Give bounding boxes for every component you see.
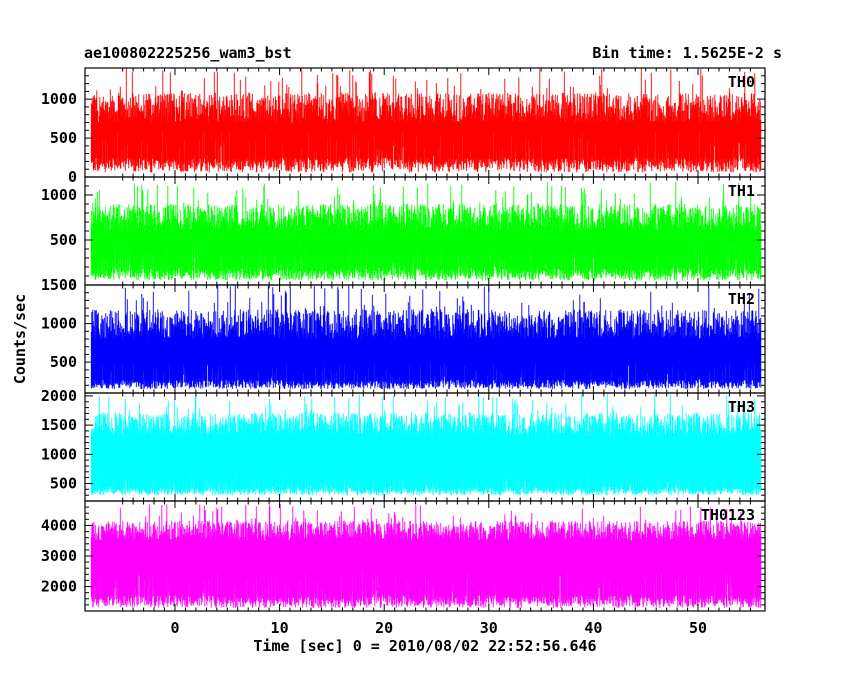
x-tick-label: 10 <box>271 619 289 637</box>
panel-th2: 500 1000 1500 TH2 <box>41 276 766 394</box>
panel-th1: 0 500 1000 TH1 <box>41 176 766 294</box>
series-label-th3: TH3 <box>728 398 755 416</box>
y-tick-label: 1500 <box>41 416 77 434</box>
x-axis-label: Time [sec] 0 = 2010/08/02 22:52:56.646 <box>253 637 597 655</box>
signal-th1 <box>90 181 762 281</box>
y-tick-label: 1000 <box>41 186 77 204</box>
y-tick-label: 500 <box>50 231 77 249</box>
y-tick-label: 1500 <box>41 276 77 294</box>
y-tick-label: 1000 <box>41 315 77 333</box>
bin-time-label: Bin time: 1.5625E-2 s <box>592 44 782 62</box>
signal-th0 <box>90 68 762 173</box>
series-label-th0: TH0 <box>728 73 755 91</box>
x-tick-label: 30 <box>480 619 498 637</box>
series-label-th0123: TH0123 <box>701 506 755 524</box>
x-tick-label: 40 <box>584 619 602 637</box>
x-tick-label: 50 <box>689 619 707 637</box>
signal-th3 <box>90 393 762 496</box>
x-tick-label: 0 <box>170 619 179 637</box>
panel-th0: 0 500 1000 TH0 <box>41 67 766 186</box>
y-tick-label: 4000 <box>41 516 77 534</box>
signal-th2 <box>90 285 762 390</box>
y-tick-label: 0 <box>68 276 77 294</box>
observation-title: ae100802225256_wam3_bst <box>84 44 292 62</box>
y-tick-label: 500 <box>50 129 77 147</box>
y-tick-label: 1000 <box>41 90 77 108</box>
y-tick-label: 0 <box>68 168 77 186</box>
series-label-th2: TH2 <box>728 290 755 308</box>
y-tick-label: 500 <box>50 474 77 492</box>
panel-th3: 500 1000 1500 2000 TH3 <box>41 387 766 502</box>
y-tick-label: 2000 <box>41 387 77 405</box>
y-tick-label: 2000 <box>41 578 77 596</box>
x-tick-label: 20 <box>375 619 393 637</box>
signal-th0123 <box>90 504 762 608</box>
y-tick-label: 500 <box>50 353 77 371</box>
y-tick-label: 3000 <box>41 547 77 565</box>
series-label-th1: TH1 <box>728 182 755 200</box>
y-tick-label: 1000 <box>41 445 77 463</box>
y-axis-label: Counts/sec <box>11 293 29 385</box>
panel-th0123: 2000 3000 4000 TH0123 <box>41 500 766 612</box>
